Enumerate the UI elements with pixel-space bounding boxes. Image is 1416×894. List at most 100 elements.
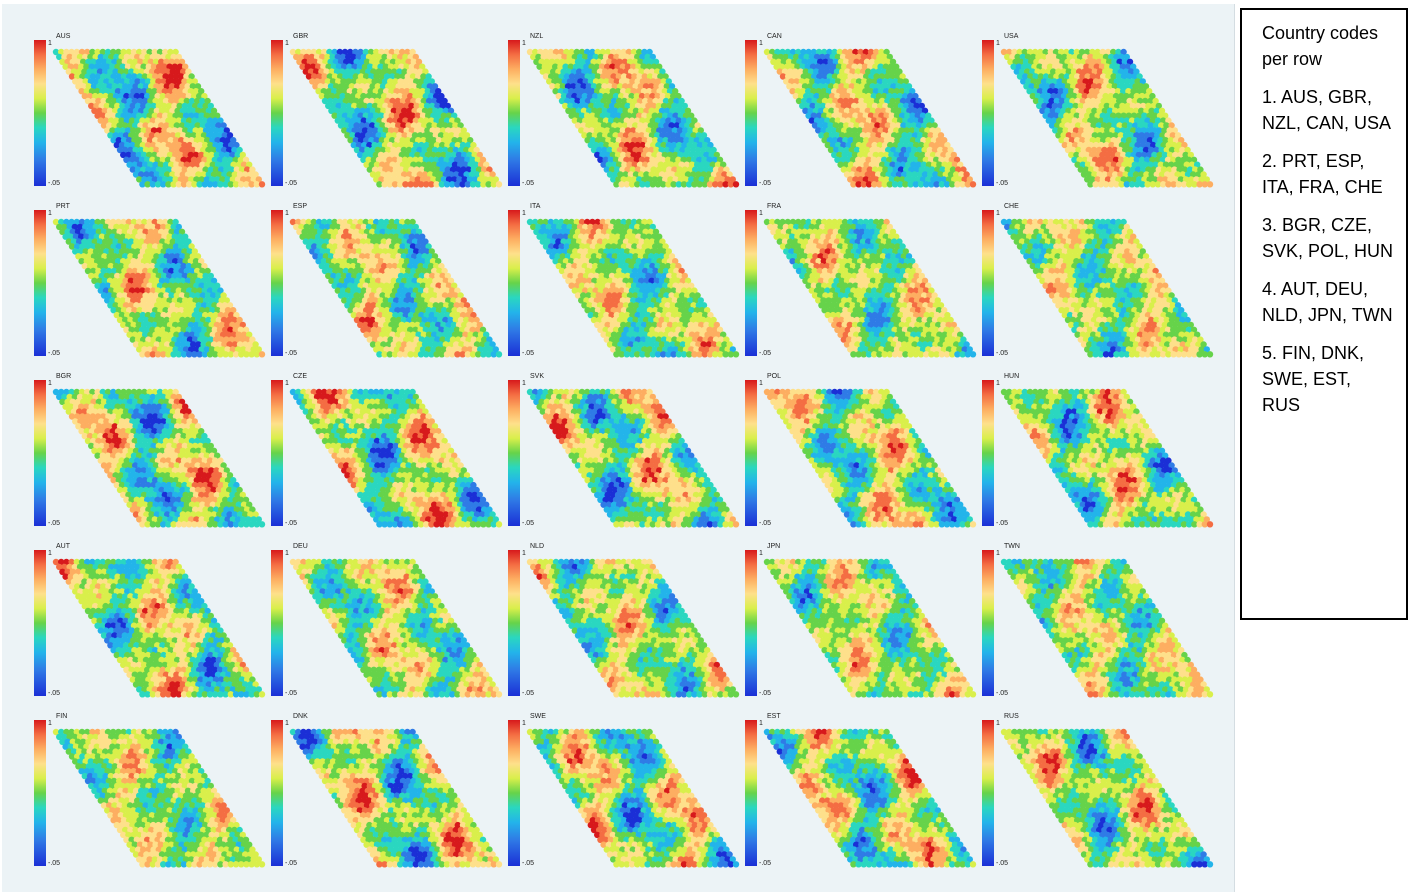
heatmap-rhombus — [1000, 218, 1214, 358]
colorbar — [982, 380, 994, 526]
heatmap-rhombus — [1000, 388, 1214, 528]
colorbar — [745, 40, 757, 186]
colorbar — [271, 720, 283, 866]
panel-code-label: AUT — [56, 543, 70, 550]
heatmap-rhombus — [52, 558, 266, 698]
country-codes-legend: Country codes per row 1. AUS, GBR, NZL, … — [1240, 8, 1408, 620]
panel-code-label: CAN — [767, 33, 782, 40]
colorbar-top-label: 1 — [522, 40, 526, 47]
panel-code-label: USA — [1004, 33, 1019, 40]
panel-usa: 1 -.05 USA — [950, 4, 1214, 188]
panel-code-label: HUN — [1004, 373, 1020, 380]
heatmap-rhombus — [52, 728, 266, 868]
colorbar-bottom-label: -.05 — [522, 180, 535, 187]
colorbar-bottom-label: -.05 — [285, 860, 298, 867]
colorbar — [508, 380, 520, 526]
heatmap-rhombus — [763, 48, 977, 188]
colorbar — [508, 550, 520, 696]
panel-gbr: 1 -.05 GBR — [239, 4, 503, 188]
colorbar-bottom-label: -.05 — [48, 520, 61, 527]
panel-dnk: 1 -.05 DNK — [239, 684, 503, 868]
colorbar-top-label: 1 — [285, 40, 289, 47]
colorbar-bottom-label: -.05 — [996, 350, 1009, 357]
panel-code-label: CHE — [1004, 203, 1019, 210]
panel-rus: 1 -.05 RUS — [950, 684, 1214, 868]
colorbar-bottom-label: -.05 — [759, 350, 772, 357]
colorbar-bottom-label: -.05 — [48, 690, 61, 697]
panel-code-label: FIN — [56, 713, 68, 720]
colorbar-top-label: 1 — [759, 40, 763, 47]
panel-fra: 1 -.05 FRA — [713, 174, 977, 358]
heatmap-rhombus — [52, 48, 266, 188]
colorbar-top-label: 1 — [996, 380, 1000, 387]
colorbar-bottom-label: -.05 — [996, 860, 1009, 867]
colorbar-bottom-label: -.05 — [759, 860, 772, 867]
colorbar-top-label: 1 — [996, 40, 1000, 47]
panel-code-label: DEU — [293, 543, 308, 550]
panel-can: 1 -.05 CAN — [713, 4, 977, 188]
colorbar — [508, 720, 520, 866]
colorbar — [271, 210, 283, 356]
panel-nzl: 1 -.05 NZL — [476, 4, 740, 188]
heatmap-rhombus — [526, 388, 740, 528]
panel-code-label: FRA — [767, 203, 781, 210]
panel-esp: 1 -.05 ESP — [239, 174, 503, 358]
panel-code-label: RUS — [1004, 713, 1019, 720]
colorbar-top-label: 1 — [48, 380, 52, 387]
panel-code-label: POL — [767, 373, 782, 380]
panel-pol: 1 -.05 POL — [713, 344, 977, 528]
colorbar-top-label: 1 — [759, 720, 763, 727]
panel-aus: 1 -.05 AUS — [2, 4, 266, 188]
colorbar — [745, 210, 757, 356]
colorbar — [34, 550, 46, 696]
panel-deu: 1 -.05 DEU — [239, 514, 503, 698]
heatmap-rhombus — [526, 48, 740, 188]
colorbar-top-label: 1 — [48, 40, 52, 47]
colorbar — [34, 40, 46, 186]
som-panel-grid: 1 -.05 AUS 1 -.05 GBR 1 -.05 NZL 1 -.05 CAN 1 -.05 USA… — [2, 4, 1235, 892]
colorbar-bottom-label: -.05 — [759, 690, 772, 697]
panel-code-label: TWN — [1004, 543, 1020, 550]
legend-title: Country codes per row — [1262, 23, 1379, 69]
colorbar-top-label: 1 — [285, 380, 289, 387]
heatmap-rhombus — [1000, 48, 1214, 188]
heatmap-rhombus — [526, 728, 740, 868]
panel-aut: 1 -.05 AUT — [2, 514, 266, 698]
panel-che: 1 -.05 CHE — [950, 174, 1214, 358]
colorbar-top-label: 1 — [522, 720, 526, 727]
panel-code-label: BGR — [56, 373, 72, 380]
panel-code-label: AUS — [56, 33, 71, 40]
legend-row-4: 4. AUT, DEU, NLD, JPN, TWN — [1262, 279, 1393, 325]
colorbar-bottom-label: -.05 — [285, 690, 298, 697]
colorbar-top-label: 1 — [759, 380, 763, 387]
heatmap-rhombus — [763, 728, 977, 868]
colorbar-top-label: 1 — [996, 720, 1000, 727]
colorbar-bottom-label: -.05 — [522, 690, 535, 697]
colorbar-top-label: 1 — [522, 210, 526, 217]
panel-cze: 1 -.05 CZE — [239, 344, 503, 528]
panel-code-label: PRT — [56, 203, 70, 210]
colorbar-bottom-label: -.05 — [522, 350, 535, 357]
colorbar-bottom-label: -.05 — [759, 180, 772, 187]
panel-est: 1 -.05 EST — [713, 684, 977, 868]
colorbar — [508, 40, 520, 186]
colorbar — [34, 210, 46, 356]
panel-swe: 1 -.05 SWE — [476, 684, 740, 868]
colorbar — [508, 210, 520, 356]
colorbar-top-label: 1 — [996, 210, 1000, 217]
colorbar-top-label: 1 — [48, 550, 52, 557]
panel-code-label: CZE — [293, 373, 307, 380]
panel-jpn: 1 -.05 JPN — [713, 514, 977, 698]
legend-row-5: 5. FIN, DNK, SWE, EST, RUS — [1262, 343, 1365, 415]
colorbar-top-label: 1 — [285, 210, 289, 217]
colorbar — [271, 40, 283, 186]
colorbar — [34, 720, 46, 866]
colorbar-bottom-label: -.05 — [996, 180, 1009, 187]
colorbar-bottom-label: -.05 — [996, 690, 1009, 697]
colorbar-bottom-label: -.05 — [48, 350, 61, 357]
panel-code-label: ESP — [293, 203, 308, 210]
colorbar — [271, 380, 283, 526]
panel-nld: 1 -.05 NLD — [476, 514, 740, 698]
panel-code-label: NZL — [530, 33, 544, 40]
colorbar-bottom-label: -.05 — [285, 350, 298, 357]
